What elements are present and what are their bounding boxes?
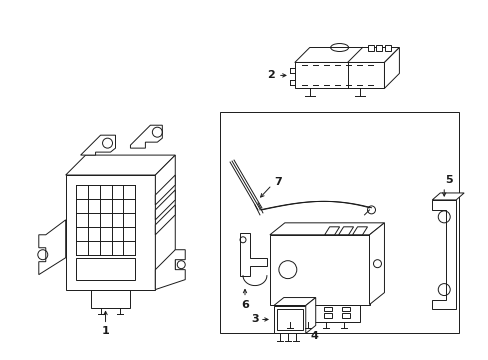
Polygon shape — [130, 125, 162, 148]
Polygon shape — [369, 223, 384, 305]
Polygon shape — [240, 233, 266, 276]
Polygon shape — [376, 45, 382, 50]
Polygon shape — [294, 62, 384, 88]
Polygon shape — [287, 306, 295, 311]
Polygon shape — [273, 306, 305, 333]
Polygon shape — [287, 314, 295, 319]
Polygon shape — [385, 45, 390, 50]
Polygon shape — [39, 220, 65, 275]
Polygon shape — [155, 155, 175, 289]
Text: 2: 2 — [266, 71, 274, 80]
Text: 6: 6 — [241, 300, 248, 310]
Polygon shape — [155, 190, 175, 220]
Polygon shape — [155, 250, 185, 289]
Polygon shape — [352, 227, 367, 235]
Polygon shape — [294, 48, 399, 62]
Polygon shape — [305, 306, 313, 311]
Polygon shape — [65, 175, 155, 289]
Polygon shape — [324, 227, 339, 235]
Polygon shape — [323, 314, 331, 319]
Bar — [220, 112, 458, 333]
Polygon shape — [273, 298, 315, 306]
Polygon shape — [279, 305, 359, 323]
Polygon shape — [341, 314, 349, 319]
Polygon shape — [155, 175, 175, 205]
Polygon shape — [305, 298, 315, 333]
Text: 1: 1 — [102, 327, 109, 336]
Text: 5: 5 — [445, 175, 452, 185]
Polygon shape — [155, 205, 175, 235]
Polygon shape — [269, 235, 369, 305]
Polygon shape — [367, 45, 373, 50]
Polygon shape — [323, 306, 331, 311]
Polygon shape — [81, 135, 115, 155]
Polygon shape — [384, 48, 399, 88]
Polygon shape — [431, 193, 463, 200]
Polygon shape — [341, 306, 349, 311]
Polygon shape — [305, 314, 313, 319]
Text: 4: 4 — [310, 332, 318, 341]
Polygon shape — [338, 227, 353, 235]
Polygon shape — [65, 155, 175, 175]
Text: 3: 3 — [251, 314, 258, 324]
Polygon shape — [431, 200, 455, 310]
Text: 7: 7 — [273, 177, 281, 187]
Polygon shape — [269, 223, 384, 235]
